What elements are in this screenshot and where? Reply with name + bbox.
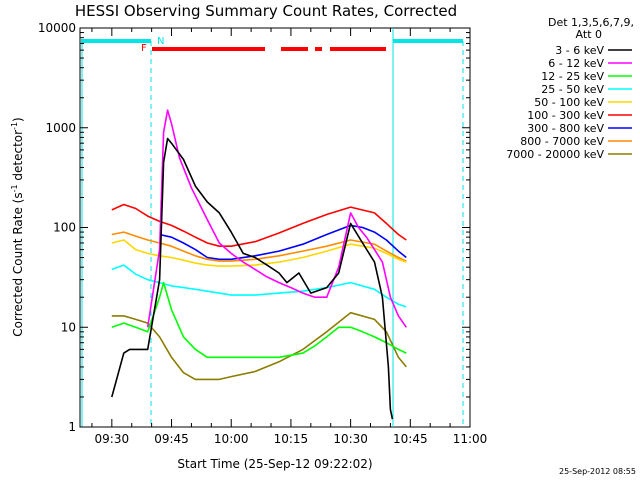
- legend-item-label: 25 - 50 keV: [541, 83, 604, 96]
- series-line: [111, 203, 407, 247]
- x-tick-label: 11:00: [453, 432, 488, 446]
- x-tick-label: 09:45: [154, 432, 189, 446]
- x-axis: 09:30 09:45 10:00 10:15 10:30 10:45 11:00: [91, 28, 488, 446]
- y-tick-label: 100: [53, 221, 76, 235]
- legend-item-label: 50 - 100 keV: [534, 96, 604, 109]
- series-line: [159, 224, 407, 261]
- legend-item-label: 7000 - 20000 keV: [506, 148, 604, 161]
- legend-item-label: 6 - 12 keV: [548, 57, 604, 70]
- y-tick-label: 10: [61, 320, 76, 334]
- y-axis-label-mid: detector: [11, 130, 25, 185]
- series-line: [146, 109, 407, 328]
- y-axis-label: Corrected Count Rate (s-1 detector-1): [10, 117, 25, 336]
- y-tick-label: 1000: [45, 121, 76, 135]
- y-axis-label-end: ): [11, 117, 25, 122]
- legend-item-label: 100 - 300 keV: [527, 109, 604, 122]
- y-axis-label-exp2: -1: [10, 122, 19, 130]
- x-tick-label: 10:15: [274, 432, 309, 446]
- x-axis-label: Start Time (25-Sep-12 09:22:02): [177, 457, 372, 471]
- series-group: [111, 109, 407, 420]
- y-axis-label-main: Corrected Count Rate (s: [11, 192, 25, 336]
- x-tick-label: 10:45: [393, 432, 428, 446]
- footer-timestamp: 25-Sep-2012 08:55: [559, 467, 636, 476]
- flag-label-n: N: [157, 36, 164, 47]
- instrument-markers: FN: [81, 28, 464, 427]
- plot-frame: [79, 27, 471, 428]
- series-line: [111, 311, 407, 381]
- legend-item-label: 3 - 6 keV: [555, 44, 604, 57]
- flag-label-f: F: [141, 43, 147, 54]
- legend-item-label: 12 - 25 keV: [541, 70, 604, 83]
- legend-item-label: 300 - 800 keV: [527, 122, 604, 135]
- series-line: [111, 137, 394, 420]
- legend-header-1: Det 1,3,5,6,7,9,: [548, 16, 634, 29]
- series-line: [111, 239, 407, 267]
- y-tick-label: 1: [68, 420, 76, 434]
- series-line: [111, 281, 407, 359]
- plot-area: [79, 27, 471, 428]
- chart-title: HESSI Observing Summary Count Rates, Cor…: [75, 2, 457, 20]
- x-tick-label: 10:30: [333, 432, 368, 446]
- y-axis: 1 10 100 1000 10000: [38, 21, 470, 434]
- legend-item-label: 800 - 7000 keV: [520, 135, 604, 148]
- x-tick-label: 10:00: [214, 432, 249, 446]
- y-tick-label: 10000: [38, 21, 76, 35]
- series-line: [111, 264, 407, 308]
- legend-header-2: Att 0: [576, 28, 602, 41]
- y-axis-label-exp1: -1: [10, 184, 19, 192]
- x-tick-label: 09:30: [95, 432, 130, 446]
